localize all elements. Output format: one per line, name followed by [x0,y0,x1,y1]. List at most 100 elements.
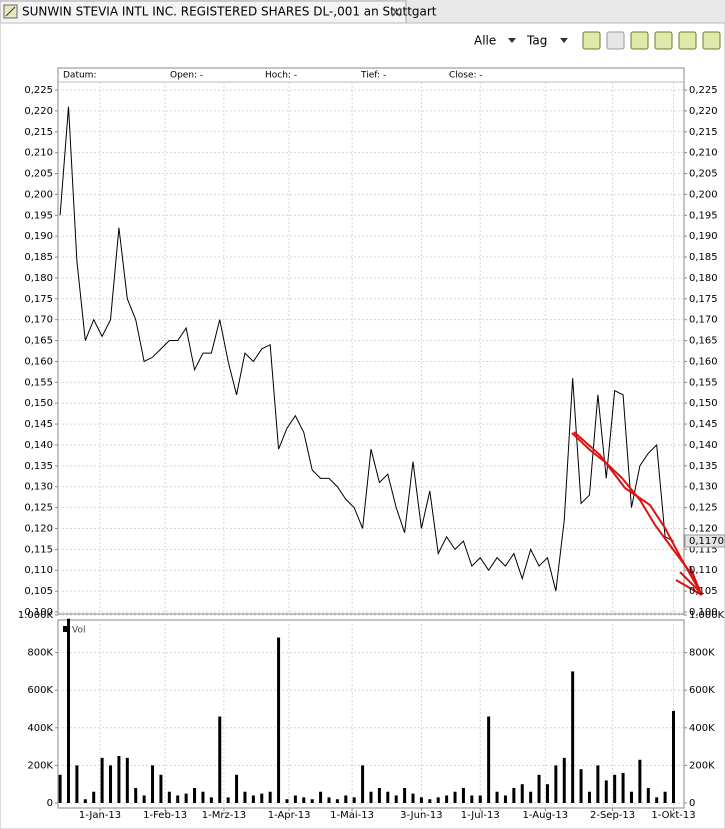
volume-bar [512,787,516,803]
x-tick-label: 1-Feb-13 [143,810,187,821]
y-tick-label: 0,145 [24,419,53,430]
trendline [573,431,703,596]
volume-bar [537,774,541,803]
volume-bar [419,797,423,803]
x-tick-label: 1-Okt-13 [651,810,695,821]
volume-bar [67,618,71,803]
volume-bar [327,797,331,803]
y-tick-label-right: 0,160 [689,356,718,367]
reload-button[interactable] [654,31,673,50]
y-tick-label-right: 0,100 [689,607,718,618]
info-label: Hoch: - [265,71,297,81]
y-tick-label: 0,160 [24,356,53,367]
volume-bar [445,795,449,803]
print-button[interactable] [606,31,625,50]
tab-close[interactable] [391,7,401,17]
y-tick-label: 0,210 [24,148,53,159]
y-tick-label-right: 0,105 [689,586,718,597]
volume-bar [520,784,524,803]
volume-bar [671,710,675,803]
y-tick-label: 0,200 [24,189,53,200]
y-tick-label-right: 800K [689,648,715,659]
interval-select[interactable]: Tag [526,34,547,48]
y-tick-label: 0,130 [24,482,53,493]
x-tick-label: 1-Mai-13 [330,810,374,821]
y-tick-label-right: 0,155 [689,377,718,388]
refresh-button[interactable] [630,31,649,50]
y-tick-label-right: 200K [689,760,715,771]
info-label: Tief: - [360,71,386,81]
y-tick-label: 0,100 [24,607,53,618]
y-tick-label: 0,165 [24,336,53,347]
range-dropdown[interactable] [508,38,516,43]
y-tick-label-right: 0,125 [689,503,718,514]
y-tick-label-right: 0,110 [689,565,718,576]
legend-label: Vol [72,626,85,636]
y-tick-label-right: 600K [689,685,715,696]
y-tick-label-right: 0,215 [689,127,718,138]
volume-bar [235,774,239,803]
y-tick-label: 0,155 [24,377,53,388]
volume-bar [293,795,297,803]
volume-bar [461,787,465,803]
volume-bar [251,795,255,803]
y-tick-label-right: 0,145 [689,419,718,430]
expand-button[interactable] [678,31,697,50]
volume-bar [562,757,566,803]
tab-title: SUNWIN STEVIA INTL INC. REGISTERED SHARE… [22,5,437,19]
arrowhead [675,565,703,596]
y-tick-label-right: 0,170 [689,315,718,326]
y-tick-label: 0,215 [24,127,53,138]
volume-bar [613,774,617,803]
interval-dropdown[interactable] [560,38,568,43]
volume-bar [428,799,432,803]
volume-bar [663,791,667,803]
y-tick-label: 0,105 [24,586,53,597]
volume-bar [596,765,600,803]
volume-bar [487,716,491,803]
y-tick-label: 0,175 [24,294,53,305]
volume-bar [545,784,549,803]
y-tick-label: 0,205 [24,169,53,180]
y-tick-label-right: 400K [689,723,715,734]
volume-bar [142,795,146,803]
volume-bar [285,799,289,803]
drawn-trendline [571,431,703,596]
y-tick-label: 0,225 [24,85,53,96]
info-label: Close: - [449,71,483,81]
volume-bar [109,765,113,803]
volume-bar [226,797,230,803]
x-tick-label: 1-Jan-13 [79,810,121,821]
x-tick-label: 3-Jun-13 [400,810,443,821]
y-tick-label: 0,185 [24,252,53,263]
volume-bar [377,787,381,803]
y-tick-label: 0,190 [24,231,53,242]
volume-bar [167,791,171,803]
x-tick-label: 1-Apr-13 [268,810,311,821]
volume-bar [361,765,365,803]
volume-bar [436,797,440,803]
volume-bar [302,797,306,803]
volume-bar [277,637,281,803]
chart-button[interactable] [702,31,721,50]
volume-bar [638,759,642,803]
range-select[interactable]: Alle [474,34,496,48]
tab-icon-line [5,6,16,17]
y-tick-label: 0,220 [24,106,53,117]
volume-bar [646,787,650,803]
info-label: Open: - [170,71,203,81]
y-tick-label-right: 0,130 [689,482,718,493]
volume-bar [503,795,507,803]
y-tick-label: 1.000K [18,610,54,621]
volume-bar [243,791,247,803]
volume-bar [352,797,356,803]
back-button[interactable] [582,31,601,50]
y-tick-label: 0,115 [24,544,53,555]
volume-bar [117,756,121,803]
legend-swatch [63,626,69,632]
y-tick-label: 800K [27,648,53,659]
volume-bar [554,765,558,803]
toolbar-buttons [582,31,721,50]
